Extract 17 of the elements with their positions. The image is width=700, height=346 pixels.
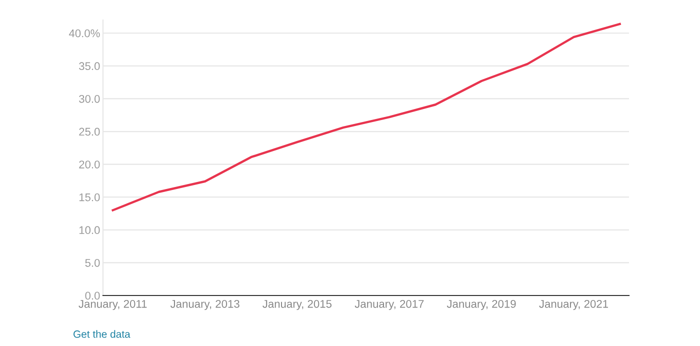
y-tick-label: 35.0 <box>79 62 100 70</box>
y-tick-label: 20.0 <box>79 160 100 168</box>
y-tick-label: 40.0% <box>68 29 100 38</box>
x-tick-label: January, 2021 <box>539 300 608 310</box>
line-series <box>112 22 621 212</box>
y-tick-label: 25.0 <box>79 128 100 136</box>
y-tick-label: 30.0 <box>79 94 100 103</box>
x-tick-label: January, 2019 <box>446 300 516 310</box>
y-tick-label: 0.0 <box>85 292 100 300</box>
y-tick-label: 15.0 <box>79 193 100 202</box>
text: Get the data <box>74 330 130 338</box>
y-tick-label: 5.0 <box>85 258 100 267</box>
y-tick-label: 10.0 <box>79 226 100 234</box>
x-tick-label: January, 2017 <box>354 300 424 310</box>
x-tick-label: January, 2013 <box>170 300 240 310</box>
x-tick-label: January, 2015 <box>262 300 332 310</box>
x-tick-label: January, 2011 <box>78 300 147 310</box>
